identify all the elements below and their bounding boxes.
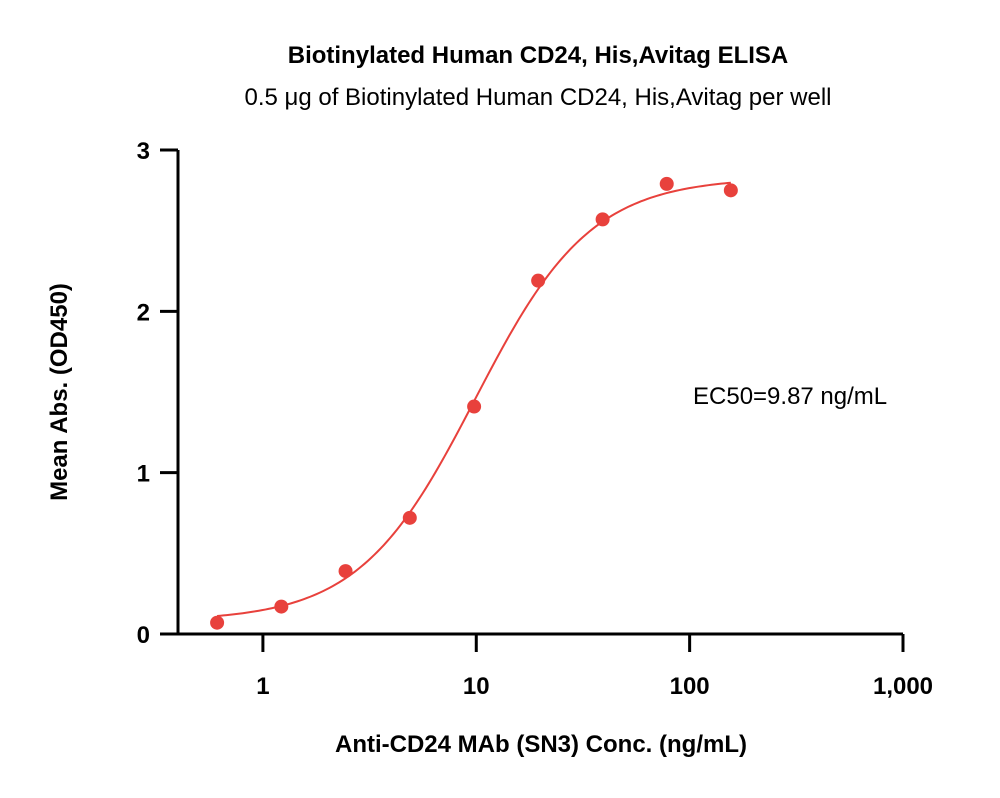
y-ticks: 0 1 2 3 [137, 138, 178, 649]
data-point [402, 510, 417, 525]
x-tick-label: 10 [463, 673, 490, 700]
chart-subtitle: 0.5 μg of Biotinylated Human CD24, His,A… [244, 84, 831, 111]
y-tick-label: 2 [137, 299, 150, 326]
data-point [723, 183, 738, 198]
x-tick-label: 1 [256, 673, 269, 700]
data-point [467, 399, 482, 414]
y-axis-label: Mean Abs. (OD450) [46, 283, 73, 501]
x-tick-label: 1,000 [873, 673, 933, 700]
chart-title: Biotinylated Human CD24, His,Avitag ELIS… [288, 42, 789, 69]
x-axis: 1 10 100 1,000 [178, 632, 933, 700]
data-point [338, 564, 353, 579]
data-point [274, 599, 289, 614]
x-ticks: 1 10 100 1,000 [256, 634, 933, 700]
y-tick-label: 1 [137, 461, 150, 488]
y-axis: 0 1 2 3 [137, 138, 180, 649]
data-points [210, 176, 738, 630]
fit-curve [217, 181, 731, 617]
data-point [659, 176, 674, 191]
data-point [595, 212, 610, 227]
x-tick-label: 100 [670, 673, 710, 700]
ec50-annotation: EC50=9.87 ng/mL [693, 383, 887, 410]
data-point [531, 273, 546, 288]
data-point [210, 615, 225, 630]
x-axis-label: Anti-CD24 MAb (SN3) Conc. (ng/mL) [335, 731, 747, 758]
y-tick-label: 0 [137, 622, 150, 649]
y-tick-label: 3 [137, 138, 150, 165]
